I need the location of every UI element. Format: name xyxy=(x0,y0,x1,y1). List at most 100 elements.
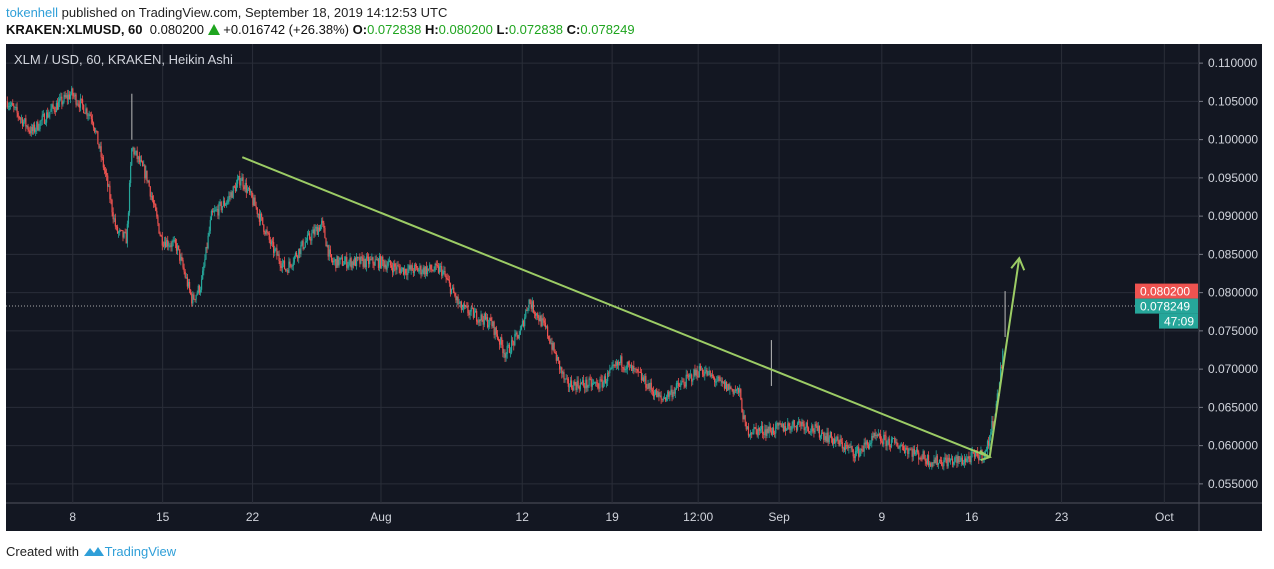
candle-body xyxy=(146,170,148,182)
candle-body xyxy=(312,229,314,234)
tradingview-link[interactable]: TradingView xyxy=(104,544,177,559)
candle-body xyxy=(52,104,54,108)
candle-body xyxy=(742,412,744,420)
candle-body xyxy=(1002,350,1004,367)
candle-body xyxy=(553,342,555,353)
candle-body xyxy=(471,307,473,309)
candle-body xyxy=(419,266,421,270)
candle-body xyxy=(901,445,903,447)
candle-body xyxy=(311,233,313,241)
candle-body xyxy=(411,265,413,271)
candle-body xyxy=(705,370,707,372)
candle-body xyxy=(755,427,757,430)
candle-body xyxy=(291,265,293,267)
candle-body xyxy=(827,432,829,443)
candle-body xyxy=(875,434,877,436)
candle-body xyxy=(167,239,169,247)
candle-body xyxy=(626,362,628,370)
candle-body xyxy=(393,263,395,273)
candle-body xyxy=(946,459,948,467)
candle-body xyxy=(723,381,726,389)
candle-body xyxy=(175,243,178,251)
candle-body xyxy=(493,321,495,335)
candle-body xyxy=(265,230,267,235)
candle-body xyxy=(717,376,719,381)
candle-body xyxy=(959,460,961,462)
candle-body xyxy=(38,129,40,131)
y-tick-label: 0.085000 xyxy=(1208,247,1258,261)
candle-body xyxy=(418,269,420,272)
candle-body xyxy=(234,186,237,192)
candle-body xyxy=(552,342,554,350)
candle-body xyxy=(566,378,568,380)
candle-body xyxy=(198,285,200,293)
candle-body xyxy=(135,150,137,152)
price-chart[interactable]: 0.110000 0.105000 0.100000 0.095000 0.090000… xyxy=(6,44,1268,531)
candle-body xyxy=(102,157,104,168)
candle-body xyxy=(57,101,60,110)
candle-body xyxy=(583,380,585,386)
candle-body xyxy=(306,234,309,241)
candle-body xyxy=(541,318,543,327)
candle-body xyxy=(113,218,115,220)
candle-body xyxy=(953,461,955,465)
candle-body xyxy=(362,257,364,267)
candle-body xyxy=(72,88,74,96)
candle-body xyxy=(342,264,345,266)
y-tick-label: 0.095000 xyxy=(1208,171,1258,185)
candle-body xyxy=(242,177,244,187)
candle-body xyxy=(753,427,755,434)
candle-body xyxy=(846,445,848,446)
candle-body xyxy=(855,450,858,452)
candle-body xyxy=(276,248,278,256)
candle-body xyxy=(897,446,899,449)
candle-body xyxy=(759,429,762,431)
candle-body xyxy=(69,94,72,99)
candle-body xyxy=(355,256,358,267)
candle-body xyxy=(390,265,393,268)
candle-body xyxy=(182,260,184,268)
candle-body xyxy=(935,455,937,464)
candle-body xyxy=(210,211,213,221)
candle-body xyxy=(246,189,249,193)
candle-body xyxy=(958,456,960,462)
candle-body xyxy=(71,88,73,95)
candle-body xyxy=(383,260,385,268)
candle-body xyxy=(599,379,601,389)
y-tick-label: 0.080000 xyxy=(1208,286,1258,300)
candle-body xyxy=(160,235,162,237)
candle-body xyxy=(726,381,728,391)
candle-body xyxy=(575,384,577,391)
author-link[interactable]: tokenhell xyxy=(6,5,59,20)
candle-body xyxy=(500,337,502,345)
candle-body xyxy=(78,104,80,108)
candle-body xyxy=(823,433,825,441)
candle-body xyxy=(353,257,355,266)
candle-body xyxy=(775,423,777,434)
candle-body xyxy=(518,334,520,339)
candle-body xyxy=(428,268,430,270)
candle-body xyxy=(466,305,468,307)
candle-body xyxy=(131,148,133,166)
candle-body xyxy=(574,381,576,385)
candle-body xyxy=(987,441,990,447)
candle-body xyxy=(17,112,19,117)
candle-body xyxy=(270,241,273,245)
candle-body xyxy=(951,458,954,465)
candle-body xyxy=(452,287,454,289)
candle-body xyxy=(200,279,203,290)
candle-body xyxy=(426,268,429,275)
candle-body xyxy=(711,374,714,377)
candle-body xyxy=(568,386,571,388)
y-tick-label: 0.105000 xyxy=(1208,94,1258,108)
candle-body xyxy=(942,465,944,467)
candle-body xyxy=(633,365,635,369)
candle-body xyxy=(123,232,125,238)
candle-body xyxy=(567,378,569,387)
candle-body xyxy=(450,288,453,294)
candle-body xyxy=(644,375,646,382)
candle-body xyxy=(592,382,595,384)
candle-body xyxy=(765,429,767,436)
candle-body xyxy=(124,232,126,234)
candle-body xyxy=(963,458,966,464)
